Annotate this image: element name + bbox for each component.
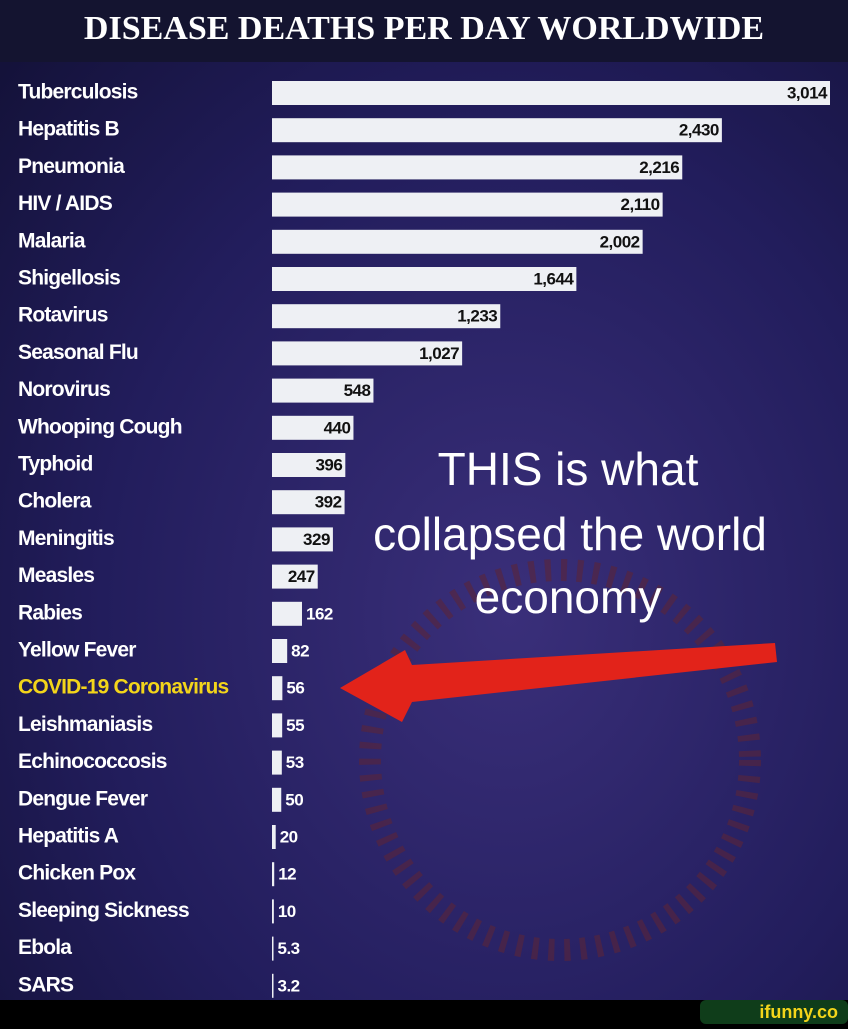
category-label: Typhoid (18, 453, 93, 476)
bar (272, 564, 318, 589)
category-label: Cholera (18, 490, 92, 513)
category-label: Rabies (18, 601, 82, 624)
category-label: HIV / AIDS (18, 192, 113, 215)
value-label: 56 (286, 679, 304, 698)
value-label: 2,216 (639, 158, 679, 177)
value-label: 392 (315, 493, 342, 512)
bar (272, 304, 501, 329)
bar (272, 601, 302, 626)
category-label: Chicken Pox (18, 862, 136, 885)
value-label: 2,002 (600, 232, 640, 251)
bar (272, 787, 282, 812)
bar (272, 81, 830, 105)
value-label: 82 (291, 641, 309, 660)
category-label: Whooping Cough (18, 415, 182, 438)
category-label: Dengue Fever (18, 787, 148, 810)
category-label: Norovirus (18, 378, 110, 401)
chart-title: DISEASE DEATHS PER DAY WORLDWIDE (84, 10, 764, 47)
value-label: 396 (315, 455, 342, 474)
annotation-line: THIS is what (438, 443, 699, 495)
value-label: 12 (278, 865, 296, 884)
value-label: 10 (278, 902, 296, 921)
category-label: COVID-19 Coronavirus (18, 676, 229, 699)
bar (272, 825, 276, 849)
value-label: 548 (344, 381, 371, 400)
bar (272, 267, 577, 291)
bar (272, 378, 374, 403)
bar (272, 936, 274, 961)
value-label: 1,233 (457, 307, 497, 326)
title-bar (0, 0, 848, 62)
bar (272, 415, 354, 440)
value-label: 1,027 (419, 344, 459, 363)
value-label: 2,430 (679, 121, 719, 140)
bar (272, 713, 283, 738)
category-label: Yellow Fever (18, 639, 136, 662)
bar (272, 639, 288, 663)
bar (272, 192, 663, 217)
value-label: 162 (306, 604, 333, 623)
bar (272, 862, 275, 887)
category-label: Hepatitis B (18, 118, 120, 141)
arrow (340, 643, 777, 722)
category-label: Leishmaniasis (18, 713, 152, 736)
value-label: 2,110 (621, 195, 660, 214)
category-label: Sleeping Sickness (18, 899, 189, 922)
category-label: Pneumonia (18, 155, 125, 178)
bar (272, 676, 283, 701)
bar (272, 229, 643, 254)
value-label: 247 (288, 567, 315, 586)
category-label: Seasonal Flu (18, 341, 138, 364)
annotation: THIS is what collapsed the world economy (373, 443, 767, 623)
annotation-line: collapsed the world (373, 508, 767, 560)
category-label: Shigellosis (18, 267, 120, 290)
category-label: Measles (18, 564, 94, 587)
category-label: Tuberculosis (18, 81, 138, 104)
bar (272, 899, 274, 924)
watermark: ifunny.co (759, 1002, 838, 1022)
value-label: 20 (280, 827, 298, 846)
category-label: SARS (18, 973, 74, 996)
value-label: 329 (303, 530, 330, 549)
bar (272, 527, 333, 552)
virus-graphic (359, 559, 761, 961)
watermark-tab (700, 1000, 848, 1024)
category-label: Rotavirus (18, 304, 108, 327)
bar (272, 155, 683, 180)
value-label: 53 (286, 753, 304, 772)
category-label: Meningitis (18, 527, 114, 550)
bar (272, 750, 282, 775)
value-label: 55 (286, 716, 304, 735)
bar (272, 453, 346, 477)
bar (272, 973, 274, 998)
bar (272, 490, 345, 515)
value-label: 50 (285, 790, 303, 809)
annotation-line: economy (475, 571, 662, 623)
bar (272, 118, 722, 143)
category-label: Malaria (18, 229, 86, 252)
value-label: 3.2 (278, 976, 300, 995)
category-label: Echinococcosis (18, 750, 167, 773)
value-label: 440 (324, 418, 351, 437)
category-label: Ebola (18, 936, 72, 959)
bar (272, 341, 463, 366)
value-label: 5.3 (278, 939, 300, 958)
value-label: 1,644 (533, 269, 574, 288)
category-label: Hepatitis A (18, 825, 119, 848)
value-label: 3,014 (787, 83, 828, 102)
